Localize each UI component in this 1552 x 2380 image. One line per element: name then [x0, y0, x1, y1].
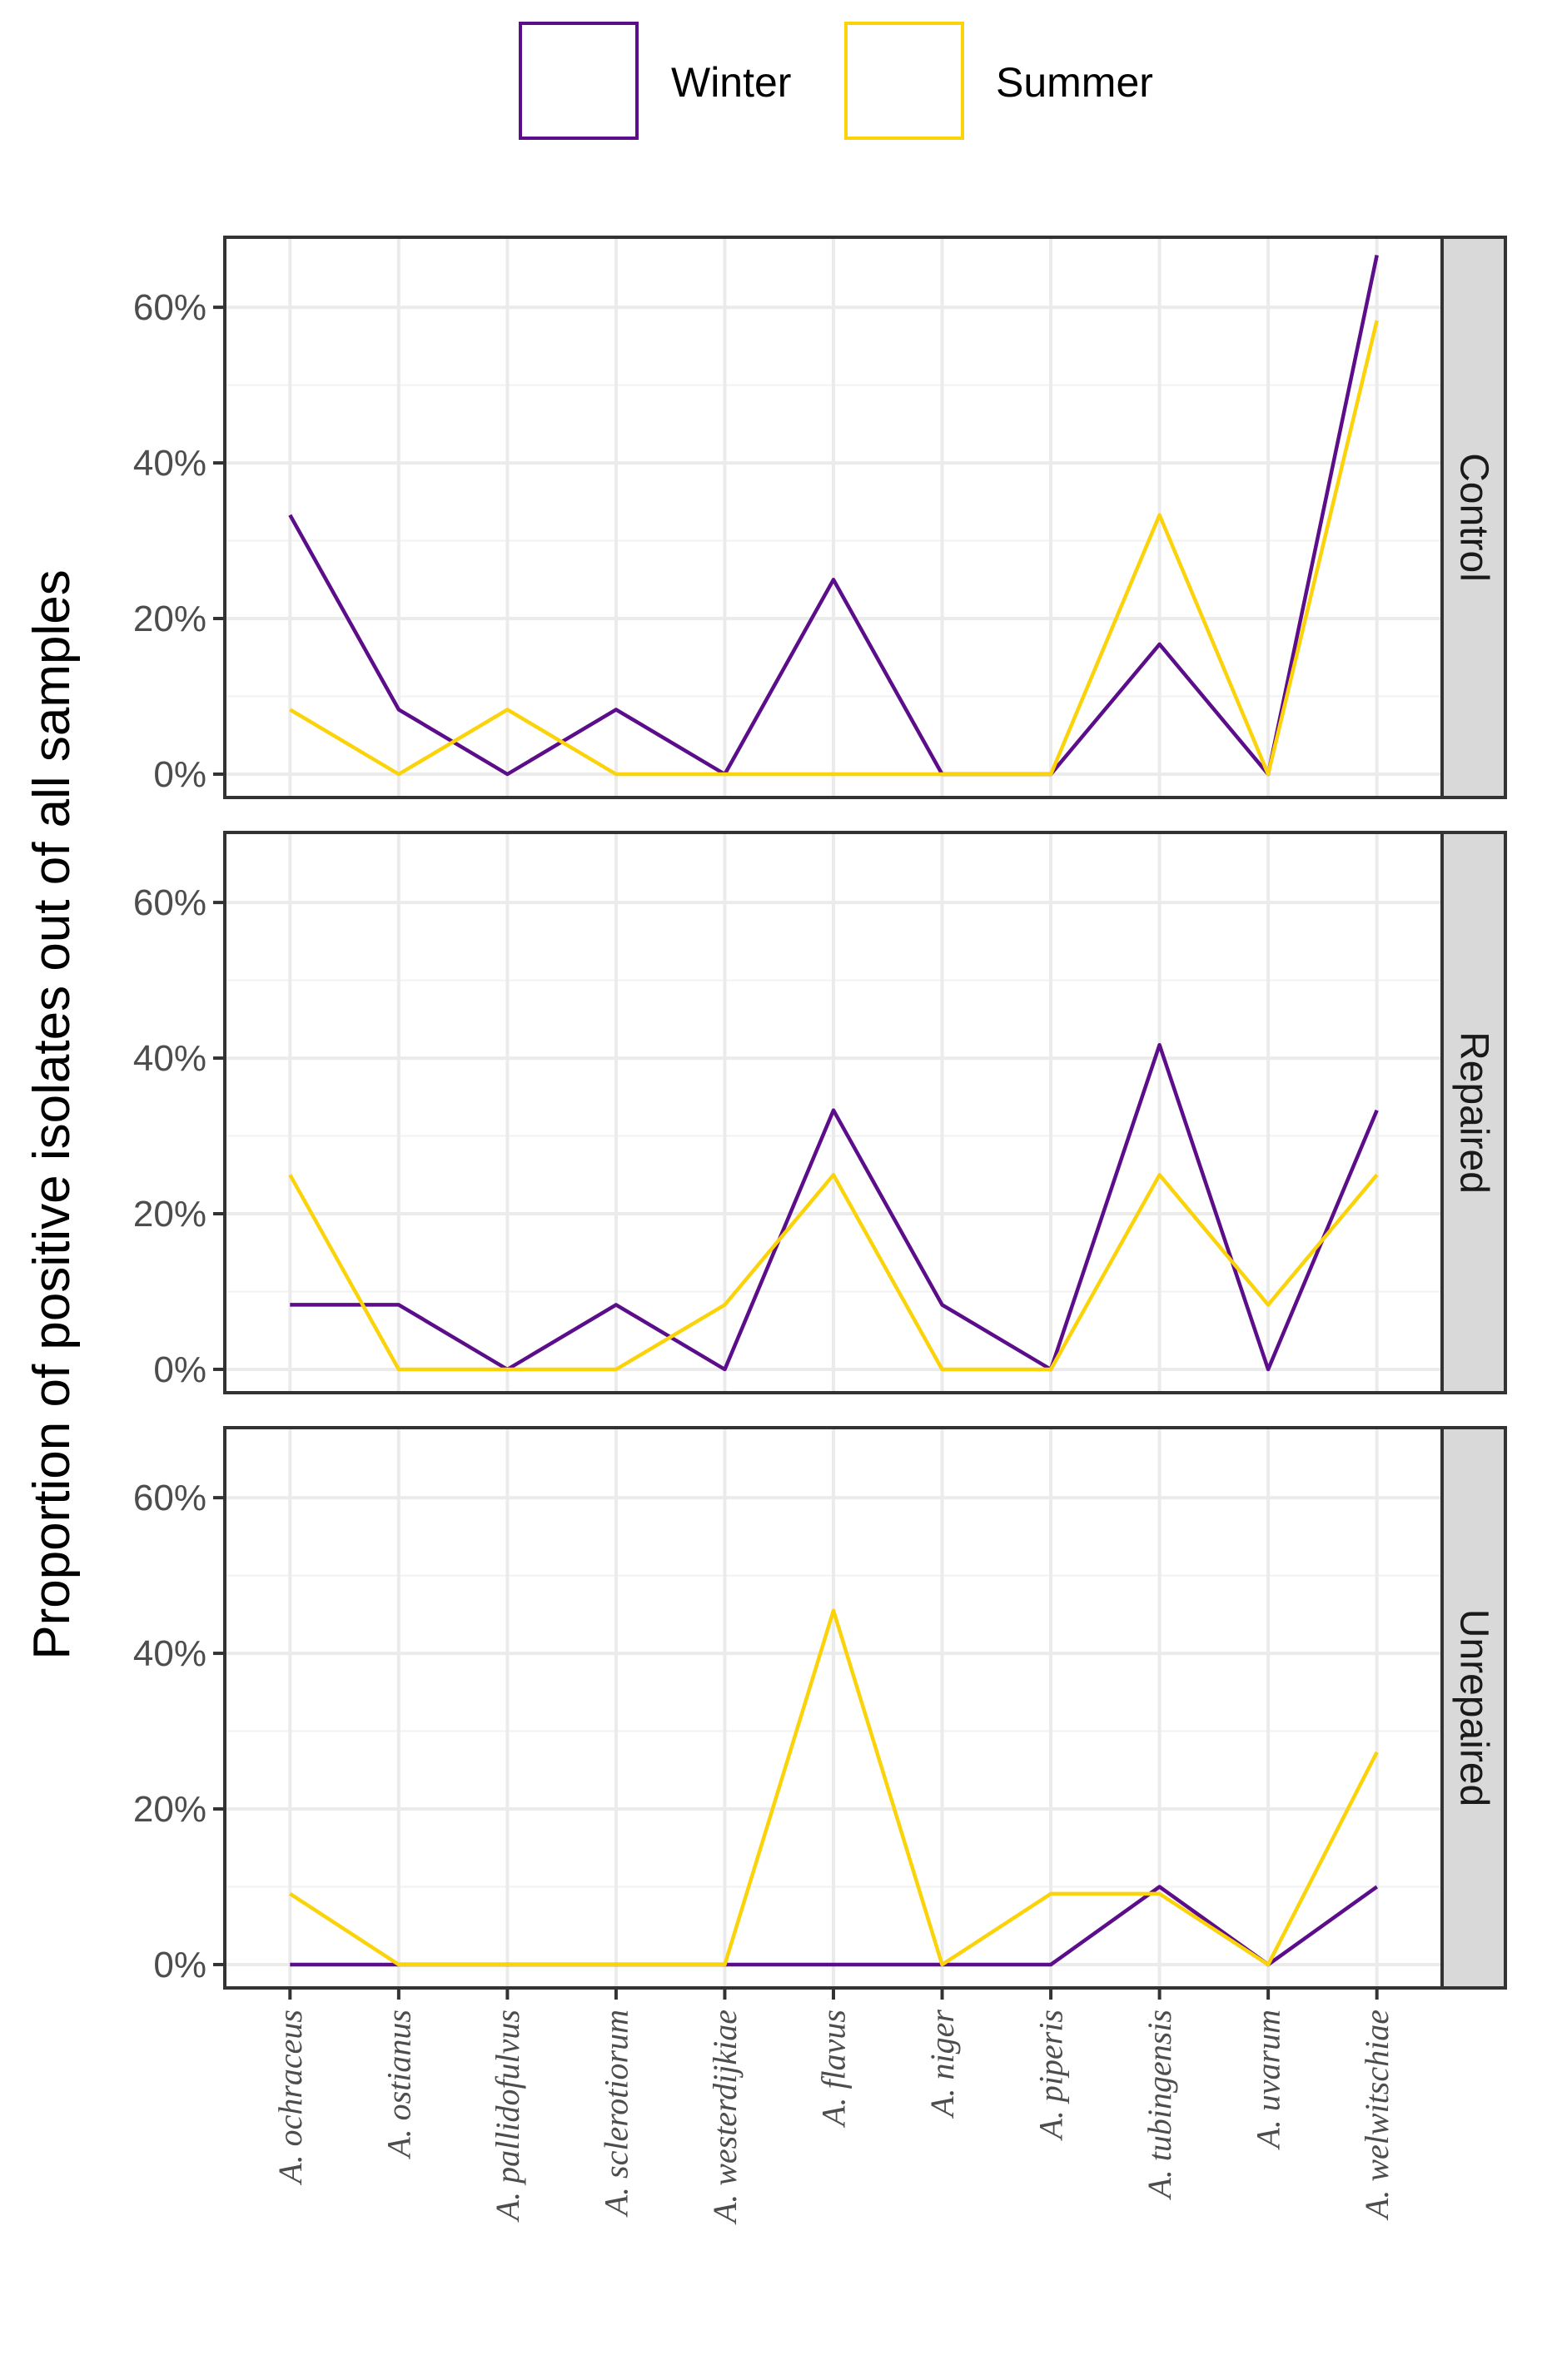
y-tick-label: 60%	[133, 1478, 206, 1518]
y-tick-label: 60%	[133, 287, 206, 328]
y-tick-label: 20%	[133, 1194, 206, 1235]
legend: Winter Summer	[519, 22, 1153, 140]
legend-label-winter: Winter	[671, 59, 791, 106]
x-tick-label-a-tubingensis: A. tubingensis	[1141, 2010, 1178, 2201]
facet-strip-label-repaired: Repaired	[1452, 1031, 1496, 1194]
facet-strip-label-control: Control	[1452, 453, 1496, 582]
legend-key-summer	[844, 22, 964, 140]
series-line-summer-control	[289, 320, 1379, 777]
facet-strip-label-unrepaired: Unrepaired	[1452, 1609, 1496, 1806]
facet-strip	[1440, 236, 1507, 799]
facet-strip	[1440, 1426, 1507, 1990]
panel-control: 0% 20% 40% 60% Control	[133, 236, 1507, 799]
x-axis-tick-labels: A. ochraceus A. ostianus A. pallidofulvus A…	[271, 1988, 1395, 2225]
y-tick-label: 20%	[133, 599, 206, 639]
y-tick-label: 0%	[153, 754, 206, 795]
x-tick-label-a-ochraceus: A. ochraceus	[271, 2010, 309, 2186]
legend-key-winter	[519, 22, 639, 140]
x-tick-label-a-sclerotiorum: A. sclerotiorum	[597, 2010, 634, 2218]
panel-repaired: 0% 20% 40% 60% Repaired	[133, 831, 1507, 1394]
y-tick-label: 40%	[133, 1038, 206, 1079]
x-tick-label-a-niger: A. niger	[923, 2010, 961, 2119]
facet-panels: 0% 20% 40% 60% Control 0% 20% 40% 60% Repaired 0% 2…	[133, 236, 1507, 1990]
y-tick-label: 0%	[153, 1945, 206, 1985]
panel-unrepaired: 0% 20% 40% 60% Unrepaired	[133, 1426, 1507, 1990]
series-line-summer-repaired	[288, 1173, 1379, 1372]
series-line-summer-unrepaired	[289, 1608, 1379, 1967]
x-tick-label-a-westerdijkiae: A. westerdijkiae	[706, 2010, 744, 2225]
series-line-winter-repaired	[290, 1042, 1379, 1372]
x-tick-label-a-ostianus: A. ostianus	[380, 2010, 417, 2160]
facet-strip	[1440, 831, 1507, 1394]
x-tick-label-a-welwitschiae: A. welwitschiae	[1358, 2010, 1395, 2221]
x-tick-label-a-piperis: A. piperis	[1032, 2010, 1070, 2142]
series-line-winter-control	[288, 255, 1379, 777]
x-tick-label-a-uvarum: A. uvarum	[1250, 2010, 1287, 2151]
x-tick-label-a-pallidofulvus: A. pallidofulvus	[489, 2010, 526, 2223]
x-tick-label-a-flavus: A. flavus	[815, 2010, 853, 2129]
y-tick-label: 40%	[133, 443, 206, 484]
y-tick-label: 20%	[133, 1789, 206, 1830]
y-tick-label: 40%	[133, 1633, 206, 1674]
y-tick-label: 60%	[133, 882, 206, 923]
legend-label-summer: Summer	[996, 59, 1153, 106]
y-axis-label: Proportion of positive isolates out of a…	[23, 569, 81, 1660]
y-tick-label: 0%	[153, 1349, 206, 1390]
